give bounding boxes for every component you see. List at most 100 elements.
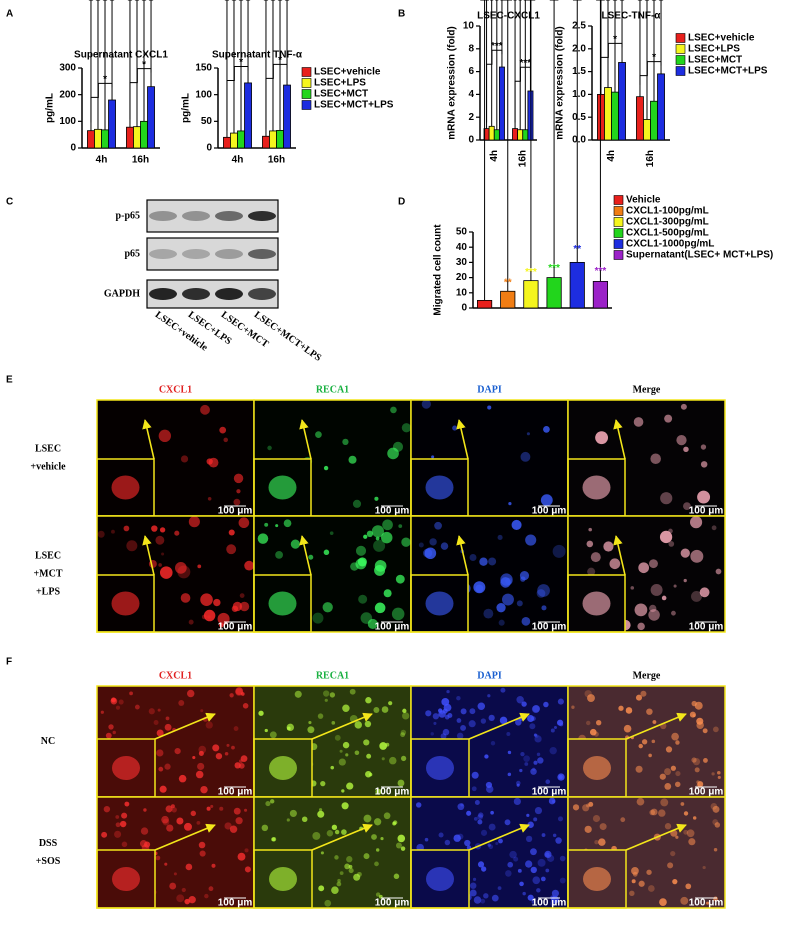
- legend-swatch: [675, 44, 686, 54]
- cell: [595, 431, 609, 445]
- cell: [453, 834, 461, 842]
- cell: [670, 850, 676, 857]
- micrograph: 100 μm: [567, 796, 726, 909]
- blot-row-label: p65: [124, 248, 140, 259]
- cell: [683, 578, 687, 583]
- cell: [185, 863, 193, 871]
- cell: [212, 744, 220, 752]
- legend-swatch: [301, 78, 312, 88]
- cell: [223, 437, 229, 443]
- legend-swatch: [613, 195, 624, 205]
- cell: [474, 799, 480, 805]
- cell: [375, 788, 382, 795]
- y-tick-label: 0: [461, 303, 467, 314]
- cell: [210, 804, 214, 808]
- cell: [692, 757, 701, 766]
- cell: [348, 455, 357, 464]
- cell: [586, 540, 594, 548]
- cell: [530, 848, 537, 856]
- cell: [692, 816, 697, 820]
- cell: [520, 751, 525, 757]
- legend-label: CXCL1-500pg/mL: [626, 228, 709, 239]
- cell: [696, 780, 700, 784]
- cell: [661, 595, 667, 601]
- cell: [711, 525, 717, 531]
- bar: [650, 100, 658, 141]
- cell: [224, 751, 229, 756]
- cell: [675, 771, 681, 777]
- cell: [176, 817, 184, 825]
- cell: [267, 445, 272, 451]
- cell: [508, 501, 512, 506]
- blot-band: [215, 249, 243, 259]
- y-tick-label: 100: [59, 116, 76, 127]
- bar: [569, 261, 585, 309]
- cell: [315, 431, 322, 438]
- legend-swatch: [675, 33, 686, 43]
- cell: [322, 602, 333, 613]
- cell: [650, 808, 658, 816]
- cell: [323, 549, 330, 556]
- cell: [659, 898, 667, 906]
- cell: [339, 749, 343, 753]
- cell: [196, 820, 201, 825]
- y-tick-label: 2.5: [572, 21, 586, 32]
- inset-cell: [583, 867, 611, 891]
- cell: [536, 589, 546, 598]
- cell: [188, 516, 200, 528]
- y-tick-label: 50: [201, 116, 213, 127]
- cell: [197, 564, 202, 569]
- cell: [457, 833, 464, 840]
- cell: [477, 819, 483, 825]
- cell: [631, 879, 636, 884]
- cell: [456, 718, 462, 723]
- cell: [363, 853, 370, 860]
- cell: [425, 710, 432, 717]
- cell: [635, 765, 643, 773]
- cell: [200, 593, 213, 606]
- cell: [345, 753, 349, 757]
- cell: [320, 851, 324, 855]
- cell: [397, 779, 405, 787]
- legend-swatch: [301, 100, 312, 110]
- micrograph: 100 μm: [96, 515, 255, 633]
- cell: [519, 881, 524, 887]
- cell: [337, 878, 341, 883]
- cell: [550, 728, 555, 733]
- cell: [207, 497, 212, 501]
- bar: [133, 126, 141, 149]
- cell: [683, 502, 691, 511]
- legend-label: LSEC+MCT+LPS: [688, 66, 768, 77]
- micrograph: 100 μm: [96, 796, 255, 909]
- cell: [519, 768, 523, 773]
- column-header: DAPI: [477, 670, 502, 681]
- cell: [712, 805, 720, 813]
- cell: [164, 763, 171, 770]
- cell: [692, 714, 696, 718]
- x-tick-label: 16h: [268, 155, 285, 166]
- cell: [366, 753, 372, 759]
- cell: [558, 775, 563, 779]
- y-tick-label: 1.0: [572, 89, 586, 100]
- cell: [648, 753, 652, 758]
- cell: [389, 756, 397, 765]
- cell: [593, 731, 599, 737]
- cell: [244, 866, 251, 873]
- cell: [483, 608, 494, 619]
- bar: [618, 62, 626, 141]
- cell: [710, 803, 718, 810]
- cell: [530, 768, 537, 775]
- cell: [648, 885, 655, 892]
- cell: [485, 785, 494, 793]
- cell: [401, 537, 411, 547]
- cell: [444, 714, 450, 720]
- significance-label: *: [652, 52, 656, 63]
- cell: [215, 752, 223, 760]
- cell: [307, 726, 315, 734]
- cell: [231, 745, 235, 750]
- cell: [714, 822, 721, 828]
- cell: [424, 837, 429, 842]
- cell: [129, 691, 133, 696]
- cell: [204, 893, 209, 899]
- significance-label: *: [613, 34, 617, 45]
